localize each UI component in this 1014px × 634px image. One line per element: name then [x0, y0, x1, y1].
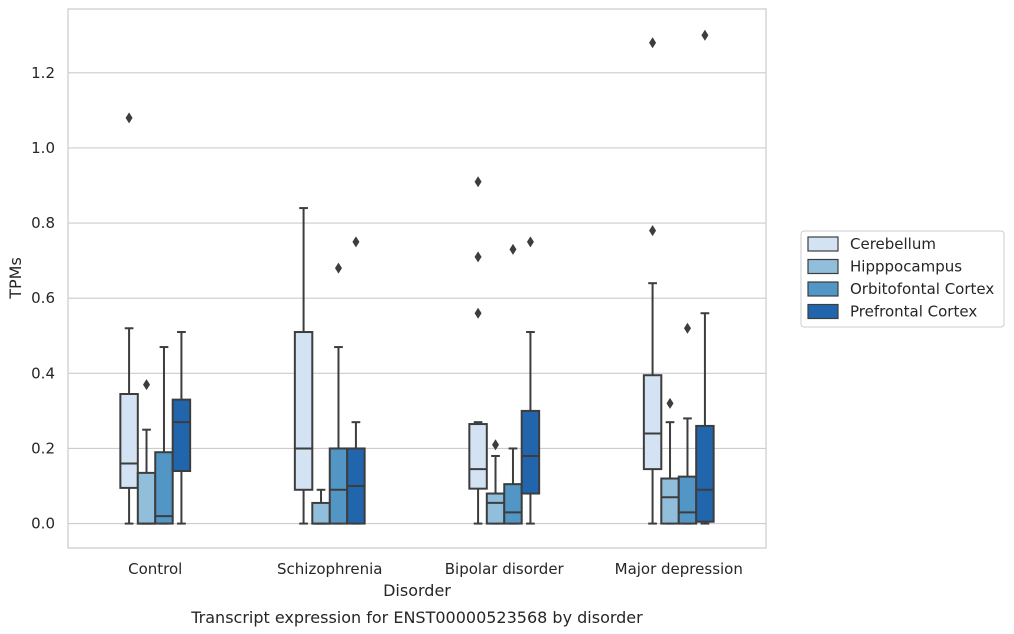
x-tick-label: Major depression: [615, 560, 743, 578]
box: [328, 262, 349, 525]
series-group: [171, 29, 715, 525]
box: [311, 488, 331, 525]
legend-swatch: [807, 303, 839, 320]
y-tick-label: 0.0: [31, 515, 55, 533]
y-tick-label: 1.0: [31, 139, 55, 157]
box-body: [642, 374, 663, 471]
outlier-point: [666, 397, 674, 409]
box-series: [119, 29, 715, 525]
box-body: [311, 501, 331, 525]
outlier-point: [509, 243, 517, 255]
legend-label: Prefrontal Cortex: [850, 303, 977, 321]
box-body: [677, 475, 698, 525]
outlier-point: [125, 112, 133, 124]
legend-label: Orbitofontal Cortex: [850, 280, 994, 298]
x-axis-tick-labels: Control Schizophrenia Bipolar disorder Majo…: [128, 560, 743, 578]
box-body: [154, 451, 174, 525]
outlier-point: [526, 236, 534, 248]
y-axis-tick-labels: 0.0 0.2 0.4 0.6 0.8 1.0 1.2: [31, 64, 55, 533]
box: [520, 236, 541, 525]
box-body: [695, 424, 715, 523]
series-group: [154, 243, 698, 525]
x-tick-label: Schizophrenia: [277, 560, 382, 578]
legend-item: Cerebellum: [807, 235, 936, 253]
box: [154, 346, 174, 525]
box: [695, 29, 715, 525]
box-body: [660, 477, 680, 525]
legend-item: Prefrontal Cortex: [807, 303, 977, 321]
outlier-point: [143, 379, 151, 391]
box: [171, 331, 192, 525]
outlier-point: [474, 307, 482, 319]
legend-items: Cerebellum Hipppocampus Orbitofontal Corte…: [807, 235, 994, 321]
x-tick-label: Control: [128, 560, 182, 578]
plot-area-frame: [67, 8, 767, 549]
outlier-point: [683, 322, 691, 334]
y-tick-label: 0.4: [31, 364, 55, 382]
legend: Cerebellum Hipppocampus Orbitofontal Corte…: [800, 230, 1005, 328]
legend-swatch: [807, 281, 839, 297]
box-body: [171, 398, 192, 473]
outlier-point: [474, 251, 482, 263]
box: [485, 439, 506, 525]
box-body: [468, 423, 488, 490]
legend-label: Cerebellum: [850, 235, 936, 253]
y-tick-label: 0.2: [31, 439, 55, 457]
legend-item: Orbitofontal Cortex: [807, 280, 994, 298]
series-group: [119, 37, 663, 525]
y-tick-label: 0.6: [31, 289, 55, 307]
legend-swatch: [807, 236, 839, 252]
box-body: [136, 471, 157, 525]
outlier-point: [334, 262, 342, 274]
box: [642, 37, 663, 525]
box: [346, 236, 366, 525]
legend-item: Hipppocampus: [807, 258, 962, 276]
y-tick-label: 0.8: [31, 214, 55, 232]
box-body: [119, 393, 139, 489]
box-body: [520, 409, 541, 495]
box: [136, 379, 157, 525]
outlier-point: [701, 29, 709, 41]
y-tick-label: 1.2: [31, 64, 55, 82]
outlier-point: [352, 236, 360, 248]
outlier-point: [492, 439, 500, 451]
legend-swatch: [807, 258, 839, 275]
box: [677, 322, 698, 525]
box-body: [485, 492, 506, 525]
chart-caption: Transcript expression for ENST0000052356…: [190, 608, 643, 627]
box-body: [328, 447, 349, 525]
y-axis-label: TPMs: [6, 257, 25, 300]
box-body: [293, 331, 314, 491]
box: [468, 176, 488, 525]
box: [293, 207, 314, 525]
box: [119, 112, 139, 525]
box-body: [503, 483, 523, 525]
legend-frame: [800, 230, 1005, 328]
outlier-point: [649, 37, 657, 49]
outlier-point: [649, 225, 657, 237]
outlier-point: [474, 176, 482, 188]
box: [503, 243, 523, 525]
series-group: [136, 379, 680, 525]
x-tick-label: Bipolar disorder: [445, 560, 565, 578]
legend-label: Hipppocampus: [850, 258, 962, 276]
x-axis-label: Disorder: [383, 581, 451, 600]
box: [660, 397, 680, 525]
